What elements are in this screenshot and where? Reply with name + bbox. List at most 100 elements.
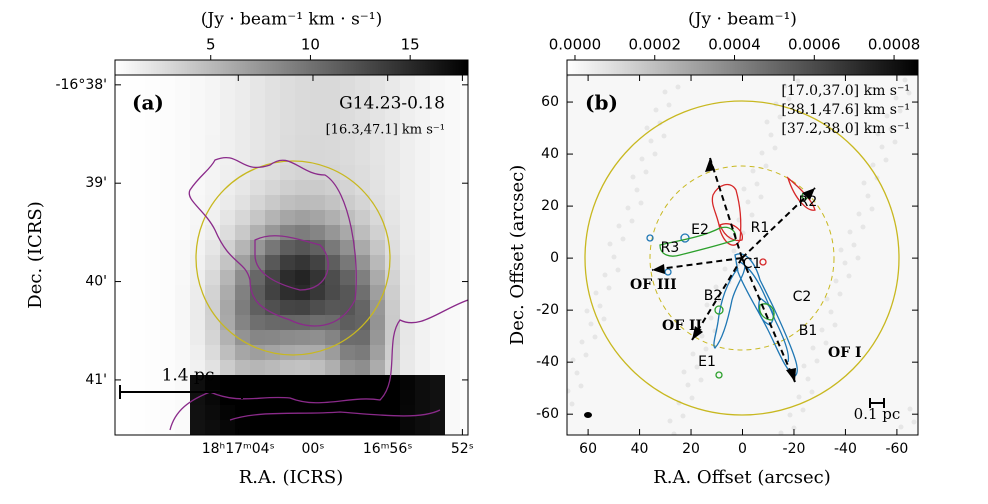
pixel [445,120,460,135]
pixel [340,375,355,390]
pixel [460,240,468,255]
pixel [250,75,265,90]
pixel [205,225,220,240]
pixel [340,195,355,210]
pixel [160,300,175,315]
pixel [220,255,235,270]
pixel [385,75,400,90]
pixel [370,420,385,435]
noise [810,345,816,351]
pixel [295,240,310,255]
pixel [415,120,430,135]
pixel [235,315,250,330]
pixel [340,165,355,180]
pixel [235,300,250,315]
pixel [430,90,445,105]
noise [809,389,815,395]
pixel [355,345,370,360]
pixel [145,375,160,390]
pixel [310,420,325,435]
pixel [175,150,190,165]
x-tick-label: 52ˢ [451,441,474,457]
scale-label: 0.1 pc [854,405,901,423]
pixel [370,225,385,240]
pixel [280,135,295,150]
colorbar-tick-label: 0.0006 [788,36,841,54]
pixel [310,300,325,315]
pixel [130,360,145,375]
pixel [340,255,355,270]
pixel [385,150,400,165]
pixel [370,345,385,360]
pixel [175,75,190,90]
x-tick-label: 40 [631,441,649,457]
source-label: B2 [704,288,723,304]
noise [893,95,899,101]
noise [653,107,659,113]
pixel [400,135,415,150]
noise [897,108,903,114]
pixel [445,330,460,345]
noise [638,200,644,206]
noise [652,151,658,157]
pixel [145,120,160,135]
pixel [160,165,175,180]
pixel [175,270,190,285]
pixel [250,420,265,435]
pixel [145,75,160,90]
pixel [205,150,220,165]
pixel [460,195,468,210]
noise [902,77,908,83]
pixel [415,420,430,435]
noise [569,401,575,407]
noise [570,357,576,363]
y-axis-label: Dec. (ICRS) [25,201,46,308]
pixel [190,405,205,420]
pixel [205,240,220,255]
pixel [340,300,355,315]
pixel [385,210,400,225]
pixel [355,255,370,270]
pixel [175,420,190,435]
pixel [130,315,145,330]
pixel [355,225,370,240]
y-tick-label: 40 [541,146,559,162]
pixel [175,375,190,390]
noise [837,291,843,297]
x-tick-label: 20 [682,441,700,457]
pixel [370,165,385,180]
pixel [310,90,325,105]
pixel [235,255,250,270]
noise [648,138,654,144]
pixel [460,225,468,240]
pixel [295,315,310,330]
pixel [340,315,355,330]
pixel [430,330,445,345]
pixel [400,270,415,285]
noise [662,89,668,95]
pixel [190,375,205,390]
pixel [445,360,460,375]
noise [791,425,797,431]
pixel [340,210,355,225]
pixel [115,405,130,420]
velocity-range: [16.3,47.1] km s⁻¹ [326,123,445,138]
pixel [460,75,468,90]
pixel [220,75,235,90]
pixel [340,345,355,360]
pixel [460,165,468,180]
pixel [190,225,205,240]
pixel [190,315,205,330]
pixel [430,135,445,150]
noise [588,321,594,327]
pixel [130,240,145,255]
pixel [160,360,175,375]
pixel [355,120,370,135]
pixel [340,285,355,300]
pixel [310,375,325,390]
noise [796,394,802,400]
pixel [340,90,355,105]
arrowheads [652,158,815,382]
noise [786,96,792,102]
pixel [310,210,325,225]
